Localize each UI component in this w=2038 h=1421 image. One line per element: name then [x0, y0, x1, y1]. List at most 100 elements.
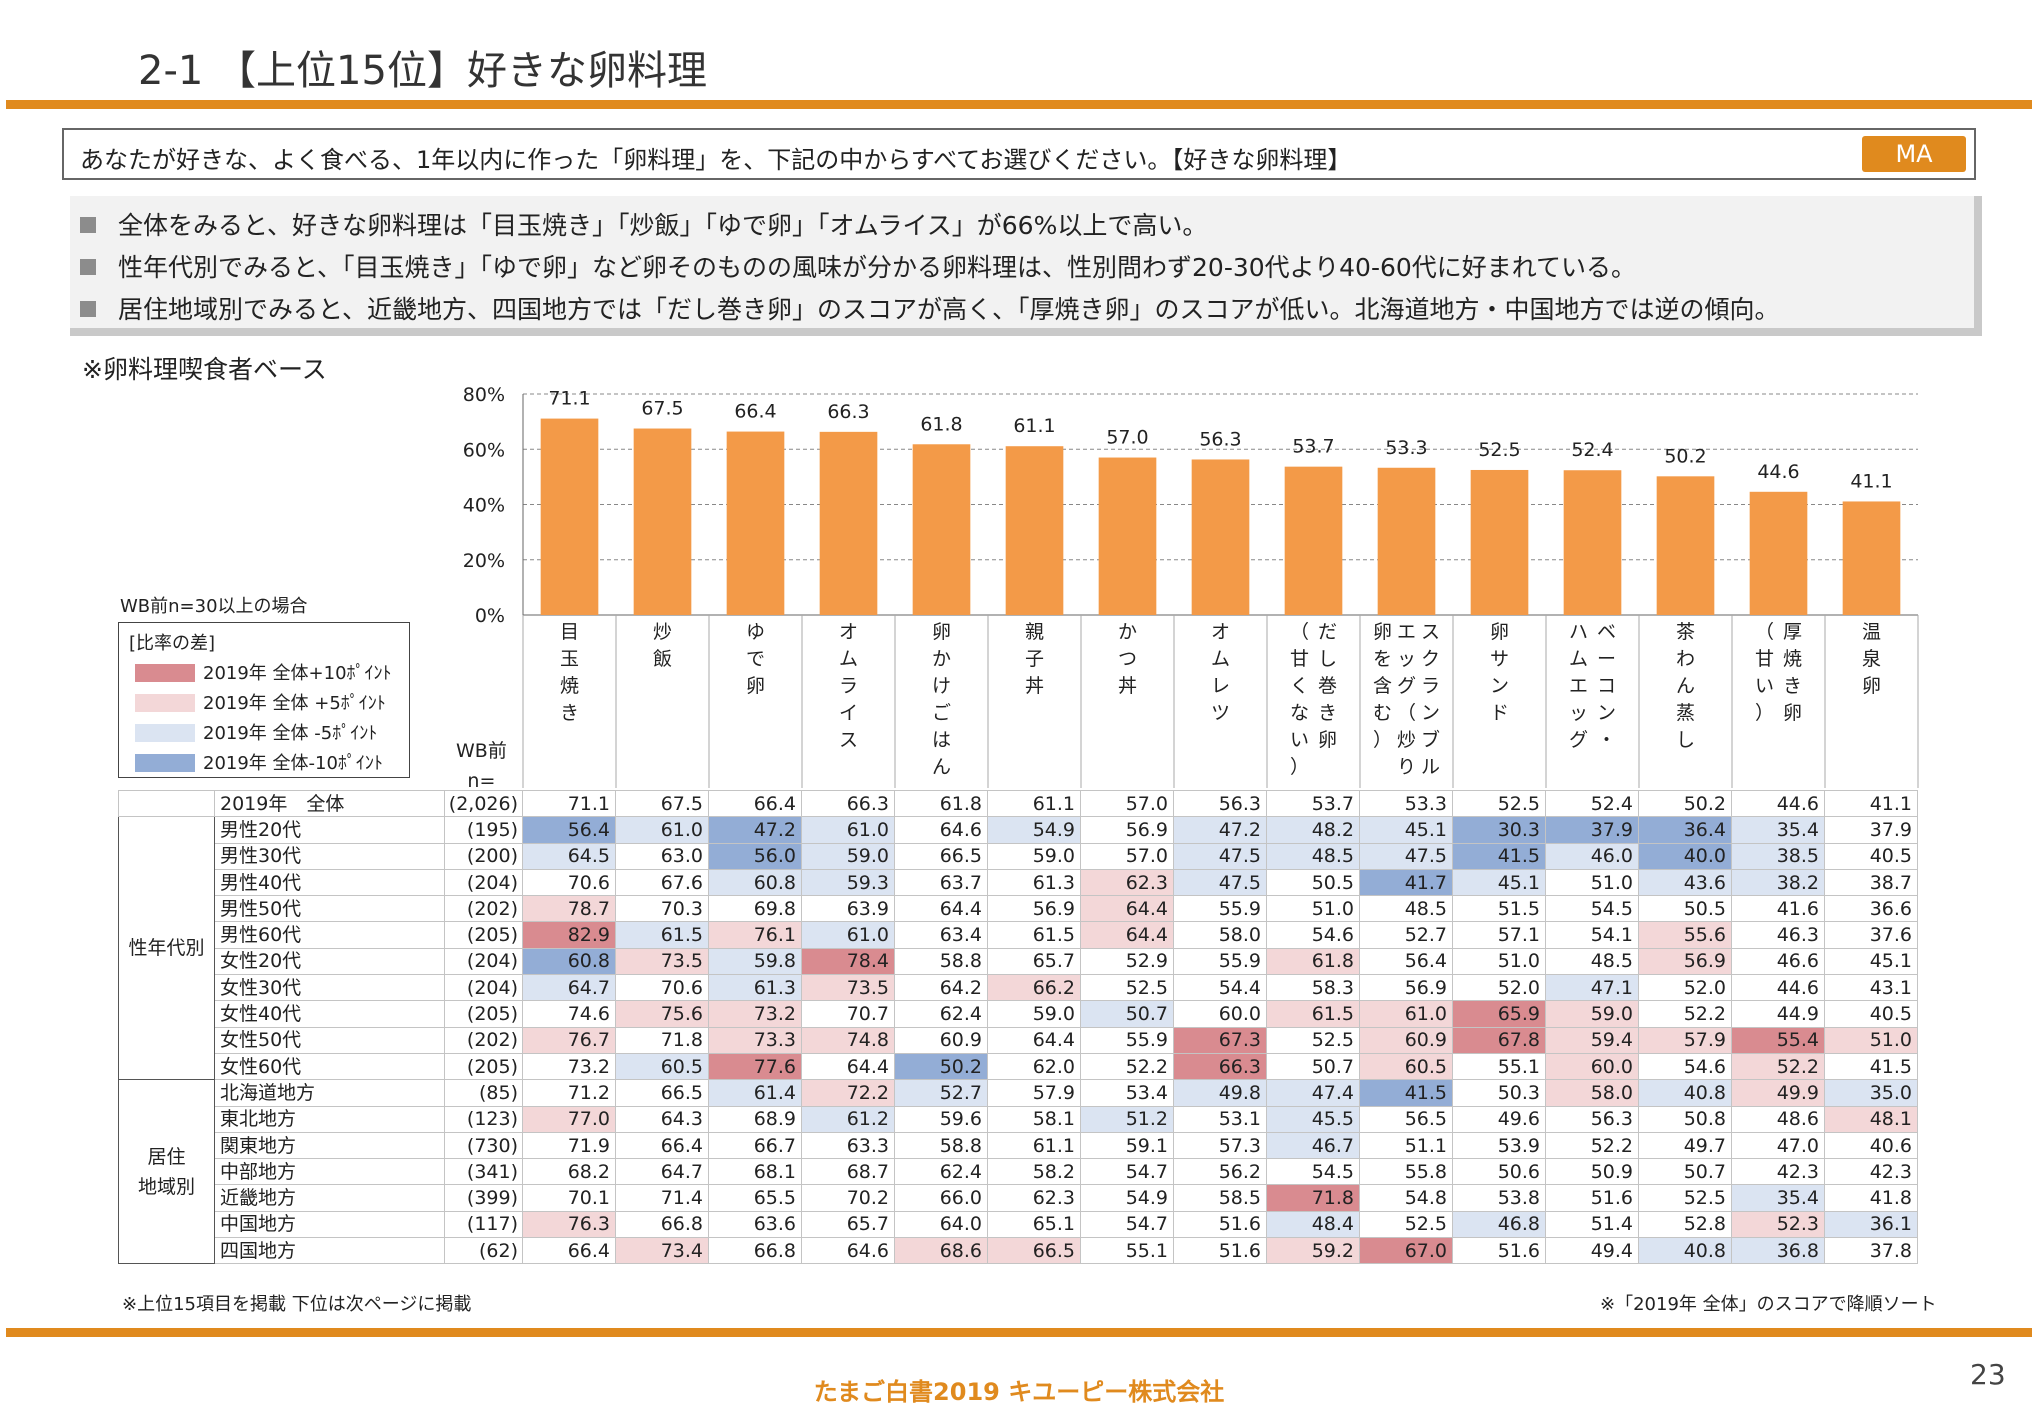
table-cell: 66.8 — [708, 1237, 802, 1265]
table-cell: 63.0 — [615, 842, 709, 870]
bar — [1098, 457, 1157, 615]
table-cell: 53.8 — [1452, 1184, 1546, 1212]
bar — [819, 431, 878, 615]
page-title: 2-1 【上位15位】好きな卵料理 — [138, 48, 707, 94]
table-row: 女性20代 (204) 60.8 73.5 59.8 78.4 58.8 65.7 52.9 55… — [119, 947, 1918, 976]
row-n: (202) — [444, 1026, 523, 1054]
x-tick-label: 炒 — [653, 621, 672, 643]
table-cell: 64.4 — [987, 1026, 1081, 1054]
table-cell: 55.4 — [1731, 1026, 1825, 1054]
question-box: あなたが好きな、よく食べる、1年以内に作った「卵料理」を、下記の中からすべてお選… — [62, 128, 1976, 180]
table-body: 2019年 全体 (2,026) 71.1 67.5 66.4 66.3 61.8 61.1 5… — [118, 789, 1918, 1265]
table-cell: 58.8 — [894, 1131, 988, 1160]
table-cell: 35.4 — [1731, 816, 1825, 844]
wb-label-line: n= — [467, 770, 496, 792]
table-cell: 59.1 — [1080, 1131, 1174, 1160]
x-tick-label: 焼 — [560, 675, 579, 697]
bar-chart: 0%20%40%60%80% 71.1目玉焼き67.5炒飯66.4ゆで卵66.3オ… — [463, 384, 1919, 788]
table-cell: 53.1 — [1173, 1105, 1267, 1133]
row-label: 東北地方 — [214, 1105, 445, 1133]
x-tick-label: コ — [1597, 675, 1616, 697]
table-cell: 51.6 — [1452, 1237, 1546, 1265]
table-cell: 41.5 — [1824, 1052, 1918, 1081]
table-cell: 51.0 — [1545, 868, 1639, 897]
x-tick-label: ゆ — [746, 621, 765, 643]
table-cell: 47.2 — [1173, 816, 1267, 844]
row-label: 男性30代 — [214, 842, 445, 870]
table-cell: 73.5 — [801, 974, 895, 1002]
table-cell: 36.6 — [1824, 895, 1918, 923]
x-tick-label: 丼 — [1025, 675, 1044, 697]
row-label: 中国地方 — [214, 1210, 445, 1239]
x-tick-label: オ — [839, 621, 858, 643]
table-cell: 59.2 — [1266, 1237, 1360, 1265]
bottom-note-left: ※上位15項目を掲載 下位は次ページに掲載 — [122, 1294, 472, 1315]
table-cell: 51.2 — [1080, 1105, 1174, 1133]
legend-item: 2019年 全体 -5ﾎﾟｲﾝﾄ — [135, 719, 377, 745]
group-region: 居住 地域別 — [118, 1079, 215, 1265]
bar — [540, 418, 599, 615]
table-cell: 61.8 — [1266, 947, 1360, 976]
x-tick-label: 卵 — [1318, 729, 1337, 751]
table-cell: 65.7 — [987, 947, 1081, 976]
table-cell: 71.1 — [522, 789, 616, 818]
x-tick-label: ） — [1373, 729, 1392, 751]
bar-value-label: 50.2 — [1664, 445, 1706, 467]
legend-swatch — [135, 664, 195, 682]
table-cell: 52.7 — [1359, 921, 1453, 949]
x-tick-label: 丼 — [1118, 675, 1137, 697]
x-tick-label: ・ — [1597, 729, 1616, 751]
summary-bullet-text: 性年代別でみると、「目玉焼き」「ゆで卵」など卵そのものの風味が分かる卵料理は、性… — [118, 253, 1637, 282]
table-cell: 61.1 — [987, 789, 1081, 818]
table-cell: 49.6 — [1452, 1105, 1546, 1133]
legend-swatch — [135, 754, 195, 772]
table-cell: 41.6 — [1731, 895, 1825, 923]
row-label: 女性40代 — [214, 1000, 445, 1028]
table-cell: 56.9 — [1638, 947, 1732, 976]
table-cell: 49.8 — [1173, 1079, 1267, 1107]
x-tick-label: 玉 — [560, 648, 579, 670]
table-cell: 38.7 — [1824, 868, 1918, 897]
table-cell: 61.2 — [801, 1105, 895, 1133]
bar-value-label: 71.1 — [548, 388, 590, 410]
table-cell: 67.3 — [1173, 1026, 1267, 1054]
x-tick-label: わ — [1676, 648, 1695, 670]
y-tick-label: 40% — [463, 495, 505, 517]
summary-bullet-text: 居住地域別でみると、近畿地方、四国地方では「だし巻き卵」のスコアが高く、「厚焼き… — [118, 295, 1780, 324]
legend-item: 2019年 全体 +5ﾎﾟｲﾝﾄ — [135, 689, 386, 715]
x-tick-label: ブ — [1421, 728, 1440, 751]
table-cell: 51.0 — [1266, 895, 1360, 923]
x-tick-label: ム — [839, 648, 858, 670]
footer: たまご白書2019 キユーピー株式会社 — [813, 1378, 1225, 1406]
legend-item: 2019年 全体-10ﾎﾟｲﾝﾄ — [135, 749, 383, 775]
x-tick-label: エ — [1397, 621, 1416, 643]
table-cell: 54.6 — [1638, 1052, 1732, 1081]
table-row: 男性30代 (200) 64.5 63.0 56.0 59.0 66.5 59.0 57.0 47… — [119, 842, 1918, 870]
table-cell: 61.0 — [801, 921, 895, 949]
table-cell: 61.0 — [801, 816, 895, 844]
table-cell: 71.2 — [522, 1079, 616, 1107]
table-cell: 48.5 — [1545, 947, 1639, 976]
table-cell: 46.0 — [1545, 842, 1639, 870]
table-cell: 55.6 — [1638, 921, 1732, 949]
bar — [1284, 466, 1343, 615]
x-tick-label: ス — [839, 729, 858, 751]
row-label: 男性60代 — [214, 921, 445, 949]
table-cell: 37.9 — [1545, 816, 1639, 844]
table-cell: 67.6 — [615, 868, 709, 897]
x-tick-label: け — [932, 675, 951, 697]
x-tick-label: き — [1318, 702, 1337, 724]
x-tick-label: ル — [1421, 756, 1440, 778]
table-cell: 40.8 — [1638, 1079, 1732, 1107]
x-tick-label: い — [1290, 729, 1309, 751]
row-n: (341) — [444, 1158, 523, 1186]
row-label: 女性50代 — [214, 1026, 445, 1054]
table-cell: 65.1 — [987, 1210, 1081, 1239]
x-tick-label: し — [1318, 648, 1337, 670]
table-cell: 44.9 — [1731, 1000, 1825, 1028]
table-cell: 46.3 — [1731, 921, 1825, 949]
table-cell: 62.0 — [987, 1052, 1081, 1081]
table-cell: 47.5 — [1359, 842, 1453, 870]
table-cell: 47.0 — [1731, 1131, 1825, 1160]
x-tick-label: ン — [1490, 675, 1509, 697]
